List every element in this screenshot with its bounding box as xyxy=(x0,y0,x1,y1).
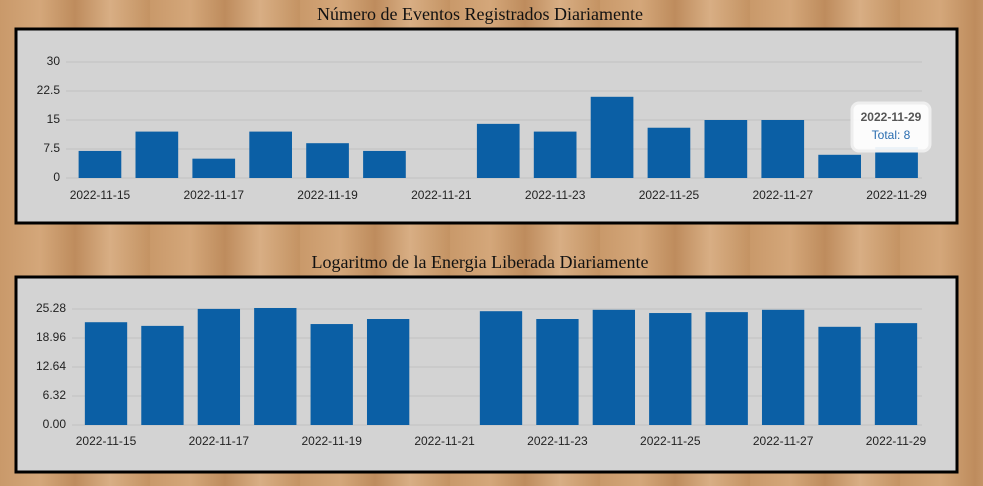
chart-title: Logaritmo de la Energia Liberada Diariam… xyxy=(311,252,648,272)
tooltip: 2022-11-29 Total: 8 xyxy=(850,101,932,153)
x-tick-label: 2022-11-15 xyxy=(76,434,137,448)
bar xyxy=(197,308,241,425)
bar xyxy=(78,150,122,178)
x-tick-label: 2022-11-21 xyxy=(411,188,472,202)
bar xyxy=(705,312,748,425)
x-tick-label: 2022-11-19 xyxy=(301,434,362,448)
bar xyxy=(84,322,128,425)
bar xyxy=(818,326,861,425)
x-tick-label: 2022-11-27 xyxy=(753,434,814,448)
y-tick-label: 7.5 xyxy=(43,141,60,155)
bar xyxy=(704,120,748,178)
y-tick-label: 22.5 xyxy=(37,83,61,97)
bar xyxy=(647,127,691,178)
y-tick-label: 6.32 xyxy=(43,388,67,402)
x-tick-label: 2022-11-29 xyxy=(866,188,927,202)
bar xyxy=(249,131,292,178)
bar xyxy=(310,324,353,425)
bar xyxy=(649,313,692,425)
bar xyxy=(761,120,805,178)
tooltip-box xyxy=(850,101,932,153)
bar xyxy=(479,311,523,425)
y-tick-label: 12.64 xyxy=(36,359,66,373)
x-tick-label: 2022-11-19 xyxy=(297,188,358,202)
tooltip-title: 2022-11-29 xyxy=(861,110,922,124)
tooltip-text: Total: 8 xyxy=(872,128,911,142)
x-tick-label: 2022-11-25 xyxy=(639,188,700,202)
x-tick-label: 2022-11-17 xyxy=(184,188,245,202)
x-tick-label: 2022-11-27 xyxy=(753,188,814,202)
x-tick-label: 2022-11-23 xyxy=(525,188,586,202)
bar xyxy=(590,96,634,178)
bar xyxy=(874,323,918,425)
bar xyxy=(533,131,577,178)
chart-title: Número de Eventos Registrados Diariament… xyxy=(317,4,643,24)
bar xyxy=(818,154,861,178)
bar xyxy=(363,150,406,178)
bar xyxy=(306,143,349,178)
bar xyxy=(141,325,184,425)
x-tick-label: 2022-11-21 xyxy=(414,434,475,448)
bar xyxy=(135,131,179,178)
y-tick-label: 0.00 xyxy=(43,417,67,431)
bar xyxy=(592,309,636,425)
y-tick-label: 15 xyxy=(47,112,61,126)
bar xyxy=(192,158,236,178)
x-tick-label: 2022-11-29 xyxy=(866,434,927,448)
x-tick-label: 2022-11-15 xyxy=(70,188,131,202)
bar xyxy=(761,309,805,425)
x-tick-label: 2022-11-23 xyxy=(527,434,588,448)
y-tick-label: 18.96 xyxy=(36,330,66,344)
y-tick-label: 25.28 xyxy=(36,301,66,315)
bar xyxy=(254,307,297,425)
bar xyxy=(536,319,579,425)
plots: 0 7.5 15 22.5 30 2022-11-15 2022-11-17 2022-11-… xyxy=(36,54,927,448)
y-tick-label: 0 xyxy=(53,170,60,184)
bar xyxy=(476,123,520,178)
x-tick-label: 2022-11-25 xyxy=(640,434,701,448)
y-tick-label: 30 xyxy=(47,54,61,68)
x-tick-label: 2022-11-17 xyxy=(189,434,250,448)
bar xyxy=(366,319,410,425)
